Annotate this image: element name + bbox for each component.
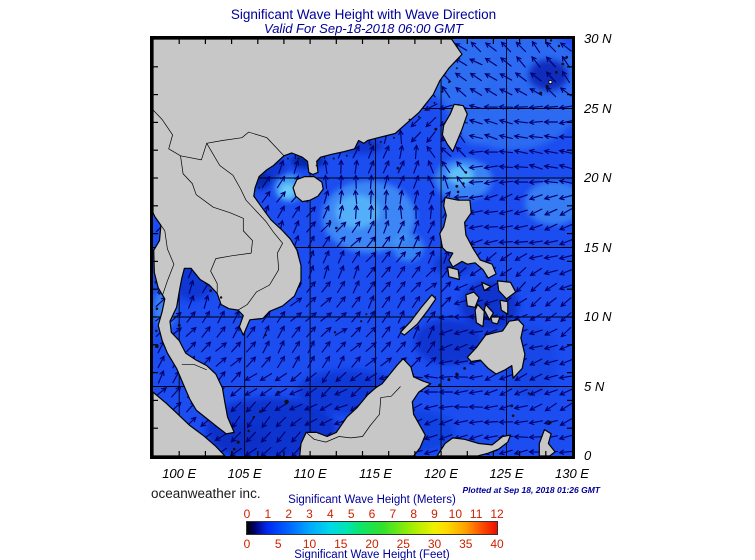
lat-label: 0 xyxy=(584,448,592,463)
lon-label: 100 E xyxy=(162,466,197,481)
lon-label: 125 E xyxy=(489,466,524,481)
colorbar-tick: 8 xyxy=(410,507,417,521)
colorbar-tick: 3 xyxy=(306,507,313,521)
lat-label: 10 N xyxy=(584,309,612,324)
chart-header: Significant Wave Height with Wave Direct… xyxy=(150,7,577,36)
colorbar-tick: 10 xyxy=(448,507,463,521)
borders-layer xyxy=(153,109,401,443)
credit-text: oceanweather inc. xyxy=(151,486,261,501)
lon-label: 130 E xyxy=(555,466,589,481)
lon-label: 115 E xyxy=(359,466,393,481)
frame-ticks-layer xyxy=(153,39,572,456)
colorbar-tick: 35 xyxy=(459,537,473,551)
land-layer xyxy=(153,39,556,456)
map-svg xyxy=(153,39,572,456)
map-canvas xyxy=(150,36,575,459)
colorbar-tick: 9 xyxy=(431,507,438,521)
colorbar-tick: 5 xyxy=(274,537,282,551)
colorbar-tick: 0 xyxy=(243,507,251,521)
colorbar-tick: 40 xyxy=(490,537,504,551)
lat-label: 25 N xyxy=(584,100,612,116)
colorbar-tick: 12 xyxy=(490,507,504,521)
colorbar-tick: 30 xyxy=(427,537,442,551)
lat-label: 30 N xyxy=(584,31,612,46)
colorbar-gradient xyxy=(246,521,498,535)
islands-layer xyxy=(154,39,569,451)
colorbar-meters-label: Significant Wave Height (Meters) xyxy=(288,494,456,506)
chart-subtitle: Valid For Sep-18-2018 06:00 GMT xyxy=(264,21,463,36)
colorbar-tick: 4 xyxy=(326,507,334,521)
colorbar-tick: 15 xyxy=(334,537,348,551)
colorbar-tick: 25 xyxy=(396,537,410,551)
colorbar-tick: 10 xyxy=(302,537,317,551)
lon-label: 110 E xyxy=(293,466,327,481)
colorbar-tick: 6 xyxy=(368,507,376,521)
lat-label: 15 N xyxy=(584,239,612,255)
lat-label: 5 N xyxy=(584,378,605,394)
colorbar-tick: 20 xyxy=(365,537,379,551)
chart-title: Significant Wave Height with Wave Direct… xyxy=(230,7,497,22)
colorbar-tick: 11 xyxy=(469,507,483,521)
lon-label: 105 E xyxy=(227,466,262,481)
colorbar-tick: 0 xyxy=(243,537,251,551)
colorbar-tick: 2 xyxy=(285,507,292,521)
colorbar-tick: 5 xyxy=(347,507,355,521)
plotted-timestamp: Plotted at Sep 18, 2018 01:26 GMT xyxy=(462,485,600,495)
colorbar-feet-label: Significant Wave Height (Feet) xyxy=(294,549,450,560)
colorbar-tick: 1 xyxy=(264,507,272,521)
lon-label: 120 E xyxy=(424,466,459,481)
colorbar-tick: 7 xyxy=(389,507,397,521)
lat-label: 20 N xyxy=(584,170,612,185)
